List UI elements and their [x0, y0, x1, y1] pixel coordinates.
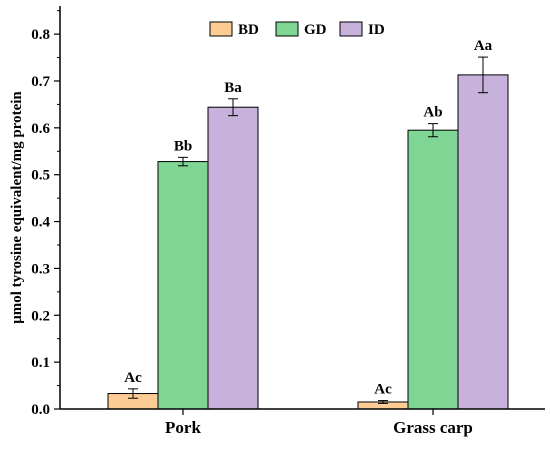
- bar: [457, 74, 509, 410]
- y-tick-label: 0.3: [31, 261, 50, 277]
- significance-label: Ac: [374, 382, 392, 398]
- x-category-label: Pork: [165, 418, 201, 437]
- y-tick-label: 0.5: [31, 168, 50, 184]
- error-bars-layer: [128, 56, 488, 404]
- y-tick-label: 0.1: [31, 355, 50, 371]
- y-ticks-layer: 0.0 0.1 0.2 0.3 0.4 0.5 0.6 0.7 0.8: [31, 10, 60, 418]
- significance-label: Aa: [474, 38, 493, 54]
- axes-layer: [59, 6, 545, 410]
- bar: [157, 161, 209, 410]
- significance-labels-layer: Ac Ac Bb Ab Ba Aa: [124, 38, 492, 397]
- significance-label: Bb: [174, 138, 192, 154]
- legend-swatch: [339, 21, 363, 37]
- y-axis-title: μmol tyrosine equivalent/mg protein: [9, 91, 25, 324]
- y-tick-label: 0.6: [31, 121, 50, 137]
- x-categories-layer: Pork Grass carp: [165, 409, 473, 437]
- significance-label: Ab: [423, 105, 442, 121]
- bar: [407, 129, 459, 410]
- bar: [207, 106, 259, 410]
- bars-layer: [107, 74, 509, 410]
- legend-label: BD: [238, 22, 259, 38]
- y-tick-label: 0.8: [31, 27, 50, 43]
- significance-label: Ba: [224, 80, 242, 96]
- y-tick-label: 0.0: [31, 402, 50, 418]
- y-tick-label: 0.4: [31, 215, 50, 231]
- x-category-label: Grass carp: [393, 418, 473, 437]
- legend-swatch: [209, 21, 233, 37]
- legend-label: ID: [368, 22, 385, 38]
- legend: BD GD ID: [209, 21, 385, 38]
- y-tick-label: 0.7: [31, 74, 50, 90]
- significance-label: Ac: [124, 370, 142, 386]
- y-tick-label: 0.2: [31, 308, 50, 324]
- legend-label: GD: [304, 22, 327, 38]
- legend-swatch: [275, 21, 299, 37]
